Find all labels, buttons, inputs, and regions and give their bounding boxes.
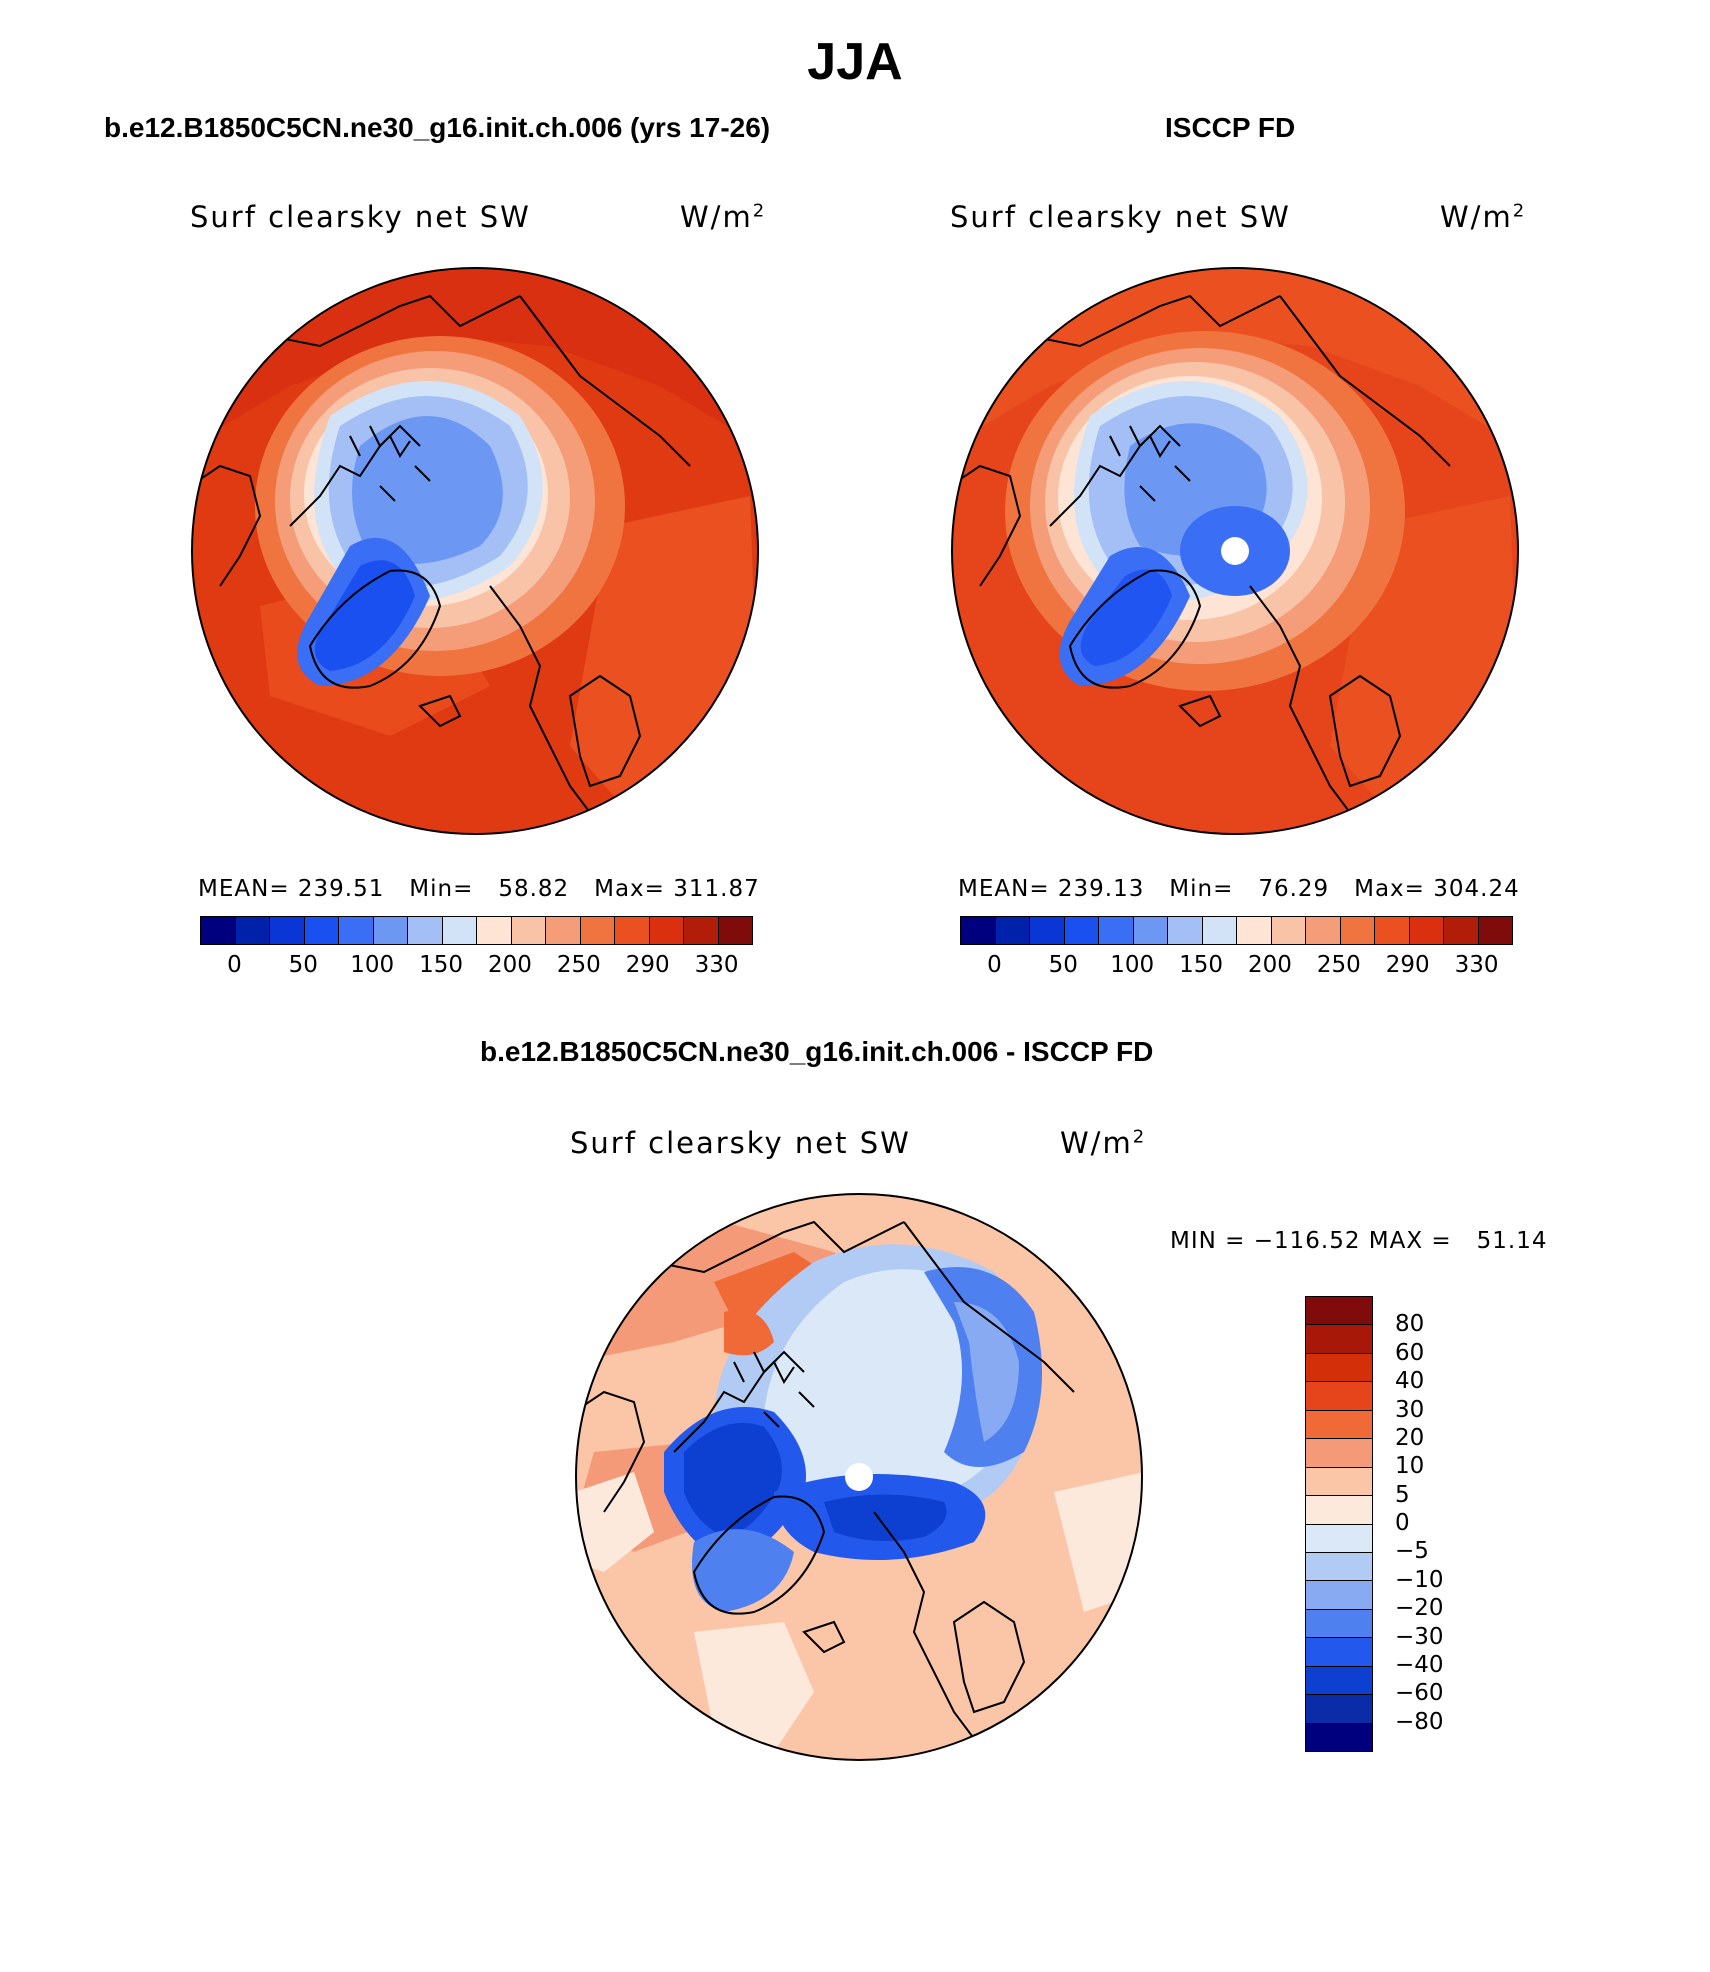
colorbar-box xyxy=(235,917,270,944)
diff-polar-map xyxy=(575,1193,1143,1761)
colorbar-tick-label: 10 xyxy=(1395,1453,1425,1480)
colorbar-box xyxy=(1306,1524,1372,1553)
colorbar-tick-label: 0 xyxy=(1395,1510,1410,1536)
colorbar-tick-label: 290 xyxy=(1385,952,1430,978)
colorbar-tick-label: −80 xyxy=(1395,1708,1444,1735)
colorbar-tick-label: 40 xyxy=(1395,1368,1425,1395)
colorbar-tick-label: 5 xyxy=(1395,1481,1410,1508)
colorbar-tick-label: 150 xyxy=(1179,952,1224,978)
obs-stats: MEAN= 239.13 Min= 76.29 Max= 304.24 xyxy=(958,876,1520,902)
colorbar-tick-label: 150 xyxy=(419,952,464,978)
colorbar-box xyxy=(580,917,615,944)
model-stats: MEAN= 239.51 Min= 58.82 Max= 311.87 xyxy=(198,876,760,902)
colorbar-box xyxy=(961,917,996,944)
colorbar-box xyxy=(649,917,684,944)
colorbar-box xyxy=(1409,917,1444,944)
colorbar-box xyxy=(339,917,374,944)
colorbar-box xyxy=(546,917,581,944)
colorbar-tick-label: −40 xyxy=(1395,1651,1444,1678)
colorbar-box xyxy=(1306,1439,1372,1468)
colorbar-box xyxy=(1133,917,1168,944)
colorbar-tick-label: 200 xyxy=(1247,952,1292,978)
colorbar-box xyxy=(718,917,752,944)
colorbar-tick-label: 330 xyxy=(1454,952,1499,978)
colorbar-box xyxy=(1168,917,1203,944)
colorbar-box xyxy=(270,917,305,944)
colorbar-box xyxy=(1306,1638,1372,1667)
colorbar-box xyxy=(615,917,650,944)
colorbar-tick-label: 20 xyxy=(1395,1424,1425,1451)
colorbar-box xyxy=(1306,1552,1372,1582)
colorbar-box xyxy=(1478,917,1512,944)
colorbar-tick-label: −10 xyxy=(1395,1566,1444,1593)
diff-colorbar xyxy=(1305,1296,1373,1752)
colorbar-box xyxy=(1306,1581,1372,1610)
colorbar-box xyxy=(684,917,719,944)
colorbar-box xyxy=(1030,917,1065,944)
colorbar-tick-label: 0 xyxy=(987,952,1002,978)
obs-panel-title: ISCCP FD xyxy=(1165,112,1296,143)
obs-variable-label: Surf clearsky net SW xyxy=(950,200,1291,234)
obs-units-label: W/m2 xyxy=(1440,200,1527,234)
colorbar-tick-label: 50 xyxy=(1048,952,1078,978)
colorbar-tick-label: 0 xyxy=(227,952,242,978)
colorbar-box xyxy=(1306,1496,1372,1525)
colorbar-box xyxy=(477,917,512,944)
colorbar-box xyxy=(1306,1723,1372,1751)
colorbar-box xyxy=(1306,917,1341,944)
colorbar-tick-label: 80 xyxy=(1395,1311,1425,1338)
colorbar-tick-label: 290 xyxy=(625,952,670,978)
colorbar-box xyxy=(1306,1609,1372,1639)
colorbar-tick-label: 60 xyxy=(1395,1339,1425,1366)
colorbar-box xyxy=(1375,917,1410,944)
colorbar-box xyxy=(1064,917,1099,944)
colorbar-tick-label: 30 xyxy=(1395,1396,1425,1423)
colorbar-tick-label: 50 xyxy=(288,952,318,978)
colorbar-box xyxy=(1271,917,1306,944)
colorbar-tick-label: 250 xyxy=(556,952,601,978)
colorbar-box xyxy=(1306,1325,1372,1354)
colorbar-box xyxy=(442,917,477,944)
diff-variable-label: Surf clearsky net SW xyxy=(570,1126,911,1160)
colorbar-box xyxy=(304,917,339,944)
colorbar-box xyxy=(1444,917,1479,944)
colorbar-box xyxy=(201,917,236,944)
colorbar-box xyxy=(511,917,546,944)
colorbar-box xyxy=(1306,1695,1372,1724)
colorbar-tick-label: −20 xyxy=(1395,1595,1444,1622)
model-colorbar xyxy=(200,916,753,945)
colorbar-box xyxy=(1306,1382,1372,1411)
colorbar-box xyxy=(1306,1666,1372,1696)
obs-polar-map xyxy=(951,267,1519,835)
colorbar-box xyxy=(1237,917,1272,944)
colorbar-box xyxy=(995,917,1030,944)
colorbar-tick-label: 100 xyxy=(350,952,395,978)
colorbar-tick-label: 330 xyxy=(694,952,739,978)
obs-colorbar xyxy=(960,916,1513,945)
colorbar-tick-label: −60 xyxy=(1395,1680,1444,1707)
model-variable-label: Surf clearsky net SW xyxy=(190,200,531,234)
colorbar-box xyxy=(1202,917,1237,944)
colorbar-box xyxy=(1306,1297,1372,1326)
colorbar-box xyxy=(1306,1410,1372,1440)
figure-title: JJA xyxy=(807,33,903,91)
model-panel-title: b.e12.B1850C5CN.ne30_g16.init.ch.006 (yr… xyxy=(104,112,771,143)
colorbar-tick-label: 200 xyxy=(487,952,532,978)
model-polar-map xyxy=(191,267,759,835)
model-units-label: W/m2 xyxy=(680,200,767,234)
colorbar-box xyxy=(373,917,408,944)
colorbar-tick-label: 100 xyxy=(1110,952,1155,978)
colorbar-tick-label: −5 xyxy=(1395,1538,1429,1565)
diff-stats: MIN = −116.52 MAX = 51.14 xyxy=(1170,1228,1548,1254)
colorbar-box xyxy=(1306,1353,1372,1383)
colorbar-box xyxy=(1340,917,1375,944)
diff-panel-title: b.e12.B1850C5CN.ne30_g16.init.ch.006 - I… xyxy=(480,1036,1154,1067)
colorbar-tick-label: −30 xyxy=(1395,1623,1444,1650)
colorbar-box xyxy=(1306,1467,1372,1497)
colorbar-tick-label: 250 xyxy=(1316,952,1361,978)
diff-units-label: W/m2 xyxy=(1060,1126,1147,1160)
colorbar-box xyxy=(1099,917,1134,944)
colorbar-box xyxy=(408,917,443,944)
